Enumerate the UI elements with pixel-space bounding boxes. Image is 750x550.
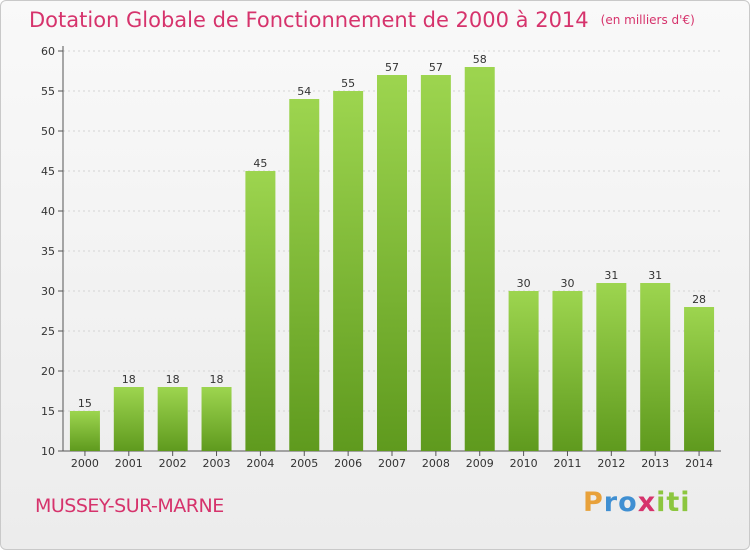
y-tick-label: 50 — [41, 125, 55, 138]
chart-title-unit: (en milliers d'€) — [600, 13, 695, 27]
bar-2003 — [201, 387, 232, 451]
y-tick-labels: 10 15 20 25 30 35 40 45 50 55 60 — [41, 45, 55, 458]
logo-letter: x — [637, 487, 657, 518]
logo-letter: r — [603, 487, 619, 518]
data-label-2001: 18 — [122, 373, 136, 386]
x-tick-label-2003: 2003 — [203, 457, 231, 470]
x-tick-label-2011: 2011 — [553, 457, 581, 470]
x-tick-label-2008: 2008 — [422, 457, 450, 470]
y-tick-label: 25 — [41, 325, 55, 338]
y-tick-label: 45 — [41, 165, 55, 178]
bars — [69, 67, 715, 451]
x-tick-label-2004: 2004 — [246, 457, 274, 470]
proxiti-logo: Proxiti — [583, 487, 691, 518]
data-label-2012: 31 — [604, 269, 618, 282]
x-tick-label-2013: 2013 — [641, 457, 669, 470]
y-tick-label: 60 — [41, 45, 55, 58]
data-label-2008: 57 — [429, 61, 443, 74]
chart-title: Dotation Globale de Fonctionnement de 20… — [29, 8, 695, 32]
chart-title-text: Dotation Globale de Fonctionnement de 20… — [29, 8, 589, 32]
x-tick-label-2002: 2002 — [159, 457, 187, 470]
bar-2002 — [157, 387, 188, 451]
data-label-2003: 18 — [210, 373, 224, 386]
bar-2006 — [333, 91, 364, 451]
bar-2007 — [377, 75, 407, 451]
x-tick-label-2009: 2009 — [466, 457, 494, 470]
logo-letter: t — [666, 487, 681, 518]
data-label-2011: 30 — [560, 277, 574, 290]
x-tick-label-2005: 2005 — [290, 457, 318, 470]
bar-2010 — [508, 291, 539, 451]
logo-letter: i — [680, 487, 691, 518]
data-label-2014: 28 — [692, 293, 706, 306]
bar-2000 — [69, 411, 100, 451]
data-label-2006: 55 — [341, 77, 355, 90]
bar-2013 — [640, 283, 671, 451]
y-tick-label: 20 — [41, 365, 55, 378]
x-tick-label-2010: 2010 — [510, 457, 538, 470]
data-label-2005: 54 — [297, 85, 311, 98]
x-tick-label-2006: 2006 — [334, 457, 362, 470]
logo-letter: i — [656, 487, 667, 518]
data-label-2004: 45 — [253, 157, 267, 170]
bar-2014 — [684, 307, 715, 451]
data-label-2002: 18 — [166, 373, 180, 386]
x-tick-label-2014: 2014 — [685, 457, 713, 470]
logo-letter: P — [583, 487, 604, 518]
data-labels: 15 18 18 18 45 54 55 57 57 58 30 30 31 31 28 — [78, 53, 706, 410]
bar-2011 — [552, 291, 583, 451]
y-tick-label: 40 — [41, 205, 55, 218]
y-tick-label: 10 — [41, 445, 55, 458]
logo-letter: o — [618, 487, 638, 518]
x-tick-label-2001: 2001 — [115, 457, 143, 470]
bar-2008 — [420, 75, 451, 451]
place-name: MUSSEY-SUR-MARNE — [35, 495, 224, 517]
x-tick-label-2007: 2007 — [378, 457, 406, 470]
y-tick-label: 30 — [41, 285, 55, 298]
bar-2001 — [113, 387, 144, 451]
y-tick-label: 35 — [41, 245, 55, 258]
bar-2005 — [289, 99, 320, 451]
x-tick-label-2000: 2000 — [71, 457, 99, 470]
bar-2004 — [245, 171, 276, 451]
data-label-2007: 57 — [385, 61, 399, 74]
data-label-2009: 58 — [473, 53, 487, 66]
data-label-2013: 31 — [648, 269, 662, 282]
bar-2009 — [464, 67, 495, 451]
y-tick-label: 15 — [41, 405, 55, 418]
data-label-2010: 30 — [517, 277, 531, 290]
data-label-2000: 15 — [78, 397, 92, 410]
x-tick-labels: 2000 2001 2002 2003 2004 2005 2006 2007 2008 2009… — [71, 457, 713, 470]
y-tick-label: 55 — [41, 85, 55, 98]
x-tick-label-2012: 2012 — [597, 457, 625, 470]
bar-2012 — [596, 283, 627, 451]
